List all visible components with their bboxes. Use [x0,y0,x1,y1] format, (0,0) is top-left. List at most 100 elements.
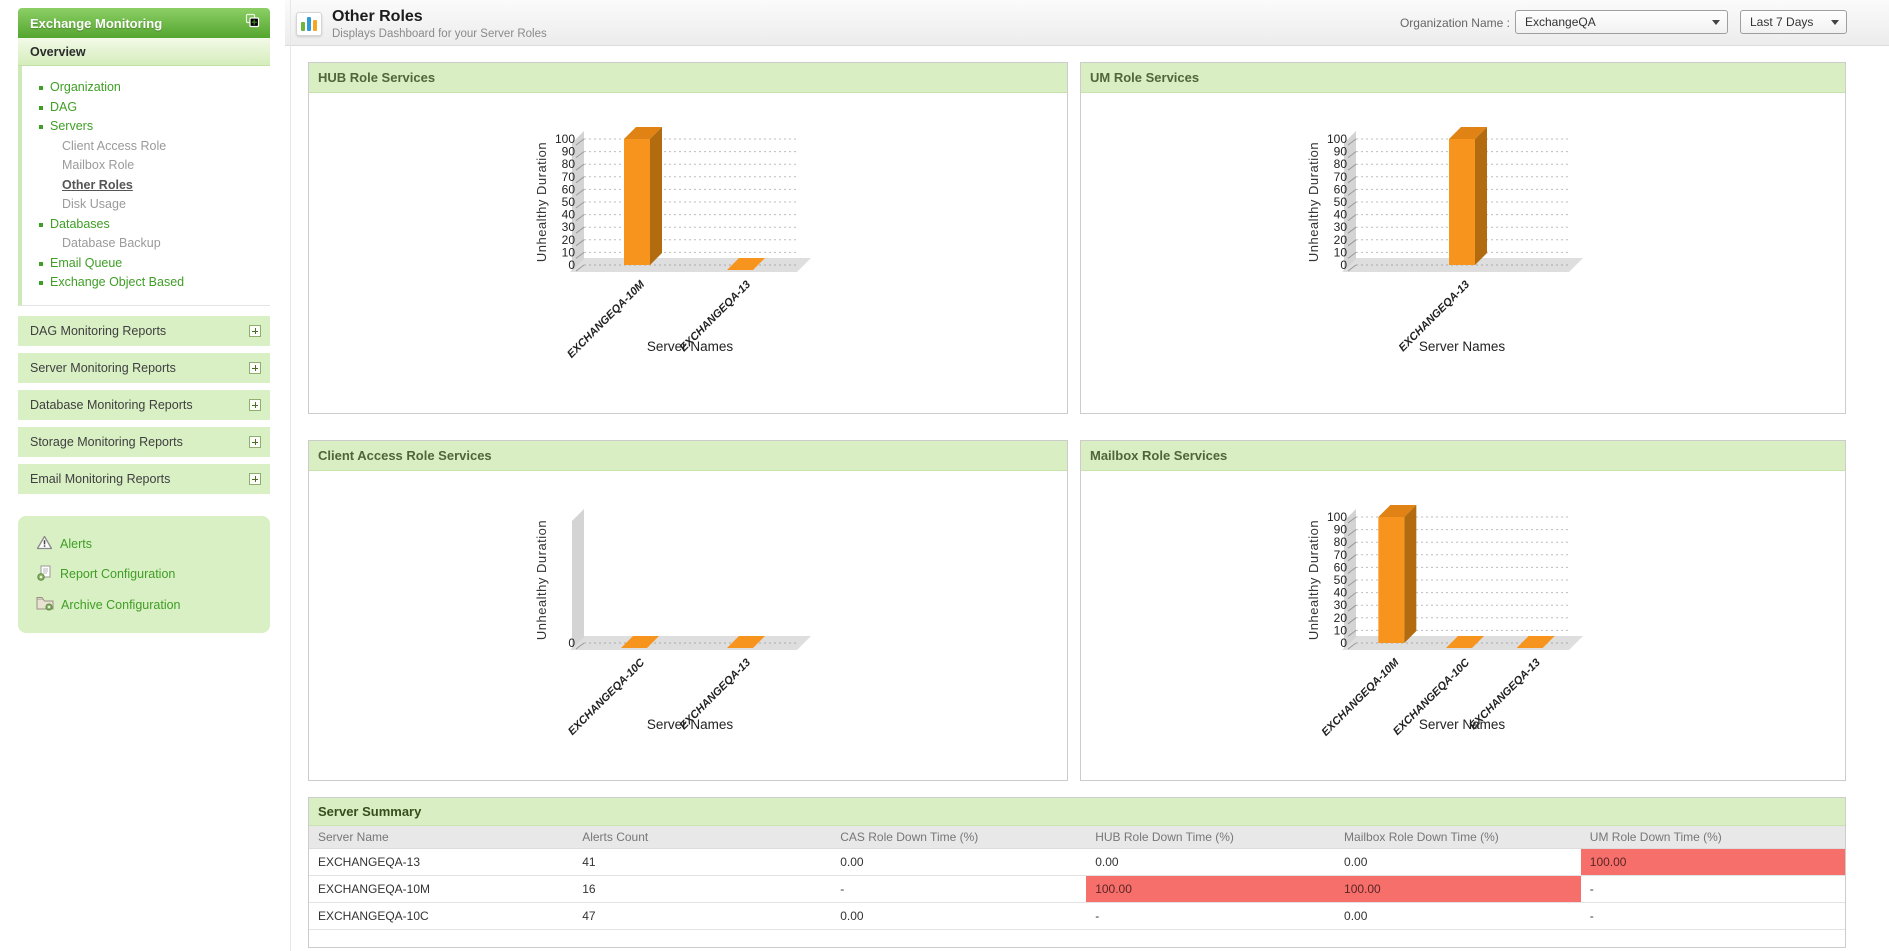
svg-text:0: 0 [1340,258,1347,272]
time-range-select-value: Last 7 Days [1750,15,1814,29]
svg-text:10: 10 [1334,623,1348,637]
sidebar-item-dag[interactable]: DAG [22,98,270,118]
expand-plus-icon[interactable] [249,472,261,485]
svg-text:80: 80 [1334,157,1348,171]
svg-text:20: 20 [1334,611,1348,625]
panel-title: Client Access Role Services [309,441,1067,471]
svg-text:80: 80 [562,157,576,171]
table-cell: 0.00 [840,855,864,869]
sidebar-item-client-access-role[interactable]: Client Access Role [62,138,167,153]
svg-text:Server Names: Server Names [647,339,734,354]
expand-plus-icon[interactable] [249,398,261,411]
svg-text:90: 90 [1334,145,1348,159]
content-divider [290,0,291,951]
svg-text:60: 60 [1334,182,1348,196]
sidebar-link-label: Report Configuration [60,567,176,581]
organization-select-value: ExchangeQA [1525,15,1596,29]
svg-text:70: 70 [1334,548,1348,562]
column-header-um-role-down-time: UM Role Down Time (%) [1589,830,1722,844]
column-header-alerts-count: Alerts Count [582,830,649,844]
svg-text:30: 30 [1334,598,1348,612]
svg-text:0: 0 [568,636,575,650]
server-summary-panel: Server Summary Server Name Alerts Count CA… [308,797,1846,948]
time-range-select[interactable]: Last 7 Days [1740,10,1847,34]
table-cell: - [840,882,845,896]
table-cell-alert: 100.00 [1086,876,1336,902]
table-cell-alert: 100.00 [1335,876,1581,902]
panel-title: HUB Role Services [309,63,1067,93]
alert-icon [36,535,53,553]
sidebar-footer: Alerts Report Configuration Archive Config… [18,515,270,633]
table-cell: - [1589,882,1594,896]
svg-text:30: 30 [1334,220,1348,234]
svg-text:60: 60 [562,182,576,196]
svg-text:100: 100 [1327,510,1347,524]
sidebar-report-sections: DAG Monitoring Reports Server Monitoring … [18,315,270,494]
svg-text:Unhealthy Duration: Unhealthy Duration [1306,520,1321,640]
column-header-hub-role-down-time: HUB Role Down Time (%) [1095,830,1234,844]
table-cell: 41 [582,855,596,869]
sidebar-item-servers[interactable]: Servers [22,117,270,137]
report-config-icon [36,565,53,584]
sidebar-menu: Organization DAG Servers Client Access Role… [18,66,270,306]
svg-text:50: 50 [562,195,576,209]
svg-text:40: 40 [1334,586,1348,600]
expand-plus-icon[interactable] [249,324,261,337]
svg-text:70: 70 [1334,170,1348,184]
sidebar-item-email-queue[interactable]: Email Queue [22,254,270,274]
organization-name-label: Organization Name : [1399,16,1510,30]
add-report-icon[interactable] [245,13,260,33]
svg-text:80: 80 [1334,535,1348,549]
svg-text:20: 20 [562,233,576,247]
sidebar-section-email-monitoring-reports[interactable]: Email Monitoring Reports [18,463,270,494]
sidebar-header: Exchange Monitoring [18,8,270,38]
sidebar-link-label: Archive Configuration [61,597,181,612]
sidebar-link-report-configuration[interactable]: Report Configuration [18,559,270,590]
sidebar-link-label: Alerts [60,536,92,551]
um-role-services-panel: UM Role Services 0 10 20 30 40 50 60 70 80 90 100 U… [1080,62,1846,414]
svg-text:10: 10 [1334,245,1348,259]
svg-text:10: 10 [562,245,576,259]
sidebar-link-archive-configuration[interactable]: Archive Configuration [18,590,270,620]
svg-text:60: 60 [1334,560,1348,574]
hub-role-services-panel: HUB Role Services 0 10 20 30 40 50 60 70 80 90 100… [308,62,1068,414]
sidebar-item-organization[interactable]: Organization [22,78,270,98]
table-cell: EXCHANGEQA-10C [318,909,429,923]
table-cell: - [1589,909,1594,923]
sidebar-section-dag-monitoring-reports[interactable]: DAG Monitoring Reports [18,315,270,346]
table-cell: - [1095,909,1100,923]
svg-text:Server Names: Server Names [1419,717,1506,732]
svg-text:EXCHANGEQA-10M: EXCHANGEQA-10M [1319,656,1402,739]
svg-text:90: 90 [562,145,576,159]
sidebar-item-database-backup[interactable]: Database Backup [62,236,161,250]
sidebar-section-storage-monitoring-reports[interactable]: Storage Monitoring Reports [18,426,270,457]
svg-text:70: 70 [562,170,576,184]
svg-text:90: 90 [1334,523,1348,537]
organization-select[interactable]: ExchangeQA [1515,10,1728,34]
sidebar-section-overview[interactable]: Overview [18,38,270,66]
page-subtitle: Displays Dashboard for your Server Roles [332,28,547,40]
sidebar-item-other-roles[interactable]: Other Roles [62,177,133,192]
svg-text:Server Names: Server Names [1419,339,1506,354]
svg-text:40: 40 [562,208,576,222]
expand-plus-icon[interactable] [249,435,261,448]
sidebar-item-mailbox-role[interactable]: Mailbox Role [62,158,135,172]
sidebar-item-exchange-object-based[interactable]: Exchange Object Based [22,273,270,293]
sidebar-item-databases[interactable]: Databases [22,215,270,235]
sidebar-item-disk-usage[interactable]: Disk Usage [62,197,126,211]
sidebar: Exchange Monitoring Overview Organizatio… [18,8,270,633]
svg-text:Unhealthy Duration: Unhealthy Duration [534,520,549,640]
svg-text:50: 50 [1334,195,1348,209]
sidebar-section-server-monitoring-reports[interactable]: Server Monitoring Reports [18,352,270,383]
sidebar-link-alerts[interactable]: Alerts [18,529,270,559]
svg-text:Unhealthy Duration: Unhealthy Duration [534,142,549,262]
svg-text:0: 0 [1340,636,1347,650]
svg-text:30: 30 [562,220,576,234]
table-cell: 0.00 [840,909,864,923]
server-summary-title: Server Summary [309,798,1845,826]
section-label: Server Monitoring Reports [30,360,176,375]
sidebar-section-database-monitoring-reports[interactable]: Database Monitoring Reports [18,389,270,420]
expand-plus-icon[interactable] [249,361,261,374]
